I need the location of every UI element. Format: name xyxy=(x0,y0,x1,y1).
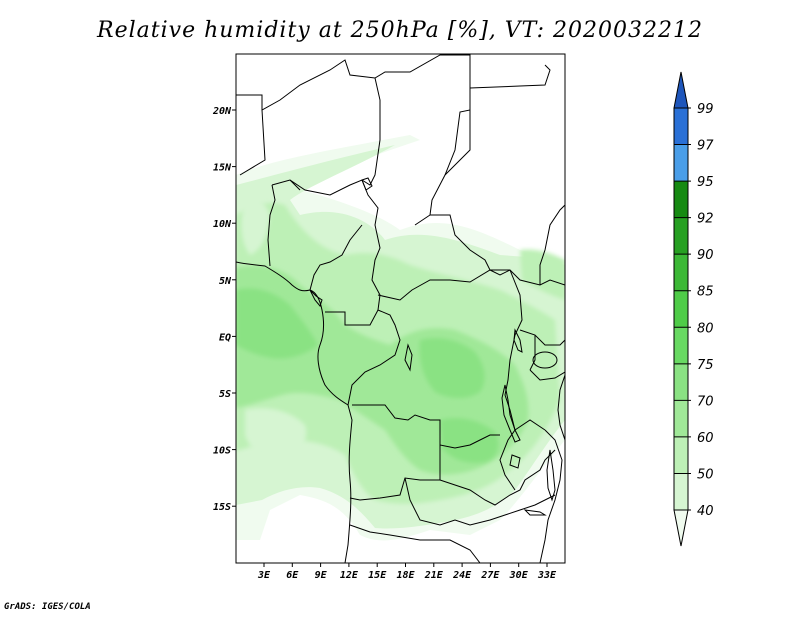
colorbar-segment xyxy=(674,144,688,182)
border-niger-chad xyxy=(361,179,381,311)
colorbar-label: 75 xyxy=(697,358,714,373)
colorbar-segment xyxy=(674,436,688,474)
colorbar-segment xyxy=(674,108,688,145)
humidity-shading xyxy=(236,135,565,541)
lat-tick-label: 10S xyxy=(213,446,231,457)
longitude-axis: 3E 6E 9E 12E 15E 18E 21E 24E 27E 30E 33E xyxy=(257,563,557,581)
lon-tick-label: 21E xyxy=(424,570,444,581)
border-congo xyxy=(325,309,401,406)
lon-tick-label: 12E xyxy=(340,570,359,581)
lat-tick-label: 10N xyxy=(213,219,232,230)
colorbar-label: 70 xyxy=(697,394,714,409)
lake-kariba xyxy=(523,509,547,516)
colorbar: 40 50 60 70 75 80 85 90 92 95 97 99 xyxy=(673,71,714,547)
lat-tick-label: 15N xyxy=(213,163,232,174)
border-uganda-kenya xyxy=(519,329,565,371)
lake-mweru xyxy=(509,454,521,469)
colorbar-label: 90 xyxy=(697,248,714,263)
lon-tick-label: 3E xyxy=(257,570,271,581)
border-southern xyxy=(349,477,556,563)
coastline-red-sea xyxy=(469,64,551,89)
lat-tick-label: 5S xyxy=(219,389,231,400)
border-cameroon xyxy=(309,224,363,291)
humidity-area-75c xyxy=(440,418,499,463)
lake-tanganyika xyxy=(501,384,521,443)
colorbar-segment xyxy=(674,400,688,437)
humidity-area-north xyxy=(241,198,270,255)
lake-victoria xyxy=(532,351,558,369)
lake-chad xyxy=(361,177,373,191)
colorbar-top-arrow xyxy=(673,71,689,109)
colorbar-label: 40 xyxy=(697,504,714,519)
border-drc-east xyxy=(499,269,523,491)
border-ethiopia xyxy=(539,204,565,285)
lat-tick-label: 20N xyxy=(212,106,232,117)
colorbar-segment xyxy=(674,290,688,328)
lat-tick-label: 5N xyxy=(219,276,232,287)
colorbar-segment xyxy=(674,363,688,401)
map-frame xyxy=(235,53,566,564)
colorbar-label: 92 xyxy=(697,212,714,227)
lake-tonga xyxy=(404,343,413,372)
colorbar-label: 50 xyxy=(697,467,714,482)
latitude-axis: 20N 15N 10N 5N EQ 5S 10S 15S xyxy=(212,106,236,513)
border-drc-angola xyxy=(352,404,500,449)
border-sudan xyxy=(430,110,565,286)
lon-tick-label: 18E xyxy=(396,570,415,581)
colorbar-segment xyxy=(674,254,688,291)
footer-credit: GrADS: IGES/COLA xyxy=(4,602,91,612)
border-car xyxy=(377,269,511,301)
colorbar-label: 85 xyxy=(697,285,714,300)
lon-tick-label: 24E xyxy=(452,570,472,581)
colorbar-bottom-arrow xyxy=(673,509,689,547)
chart-title: Relative humidity at 250hPa [%], VT: 202… xyxy=(97,18,703,43)
coastline-bight xyxy=(309,289,323,308)
colorbar-label: 60 xyxy=(697,431,714,446)
colorbar-label: 80 xyxy=(697,321,714,336)
border-zambia xyxy=(439,449,556,506)
lat-tick-label: EQ xyxy=(219,332,231,343)
lon-tick-label: 33E xyxy=(537,570,557,581)
lon-tick-label: 30E xyxy=(509,570,529,581)
lake-albert xyxy=(513,328,523,353)
lon-tick-label: 27E xyxy=(480,570,500,581)
border-nigeria xyxy=(267,179,301,267)
humidity-area-75b xyxy=(419,338,485,398)
map-borders xyxy=(236,54,565,563)
colorbar-segment xyxy=(674,473,688,510)
colorbar-label: 97 xyxy=(697,139,714,154)
colorbar-label: 95 xyxy=(697,175,714,190)
colorbar-segment xyxy=(674,217,688,255)
lon-tick-label: 6E xyxy=(286,570,299,581)
border-tanzania xyxy=(514,369,565,431)
border-north-1 xyxy=(236,54,471,226)
border-east-coast xyxy=(557,374,565,441)
lat-tick-label: 15S xyxy=(213,502,231,513)
border-north-2 xyxy=(239,109,266,176)
lon-tick-label: 9E xyxy=(315,570,328,581)
humidity-area-75 xyxy=(236,288,318,359)
coastline-west xyxy=(236,261,353,563)
border-mozambique xyxy=(539,429,563,563)
lon-tick-label: 15E xyxy=(368,570,387,581)
lake-malawi xyxy=(546,449,556,502)
humidity-area-sw xyxy=(245,408,307,460)
humidity-area-east xyxy=(520,249,565,300)
colorbar-segment xyxy=(674,181,688,218)
colorbar-label: 99 xyxy=(697,102,714,117)
colorbar-segment xyxy=(674,327,688,364)
